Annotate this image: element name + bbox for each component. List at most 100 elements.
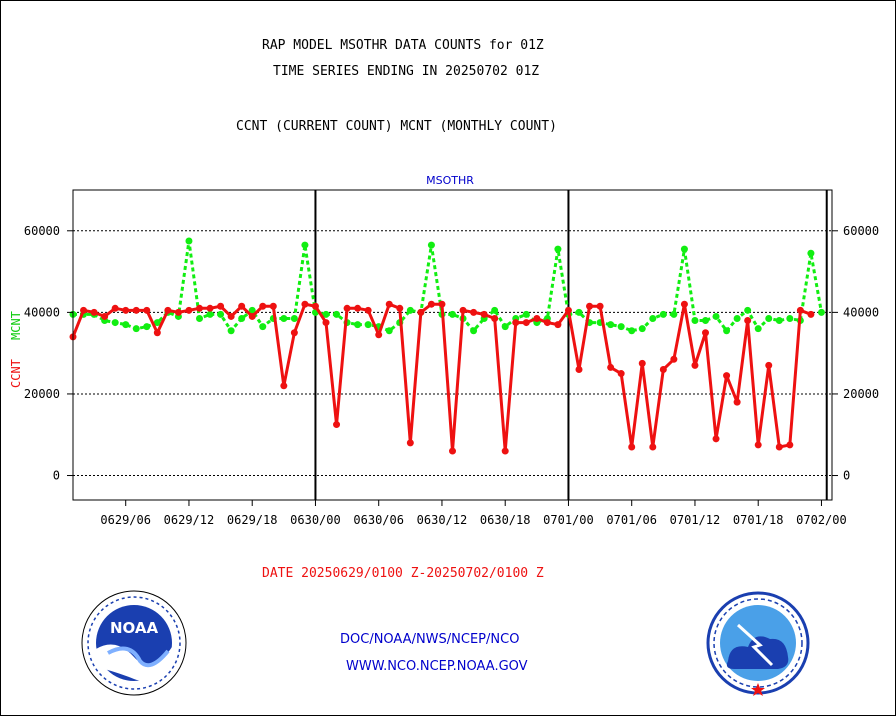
chart-subtitle: CCNT (CURRENT COUNT) MCNT (MONTHLY COUNT… xyxy=(236,119,557,134)
xtick-label: 0701/12 xyxy=(670,513,721,527)
point-mcnt xyxy=(449,310,456,318)
point-ccnt xyxy=(122,306,130,314)
point-ccnt xyxy=(396,304,404,312)
ytick-label-right: 20000 xyxy=(843,387,879,401)
xtick-label: 0701/00 xyxy=(543,513,594,527)
point-mcnt xyxy=(691,317,699,325)
point-ccnt xyxy=(153,329,161,337)
point-mcnt xyxy=(143,323,151,331)
point-mcnt xyxy=(406,306,414,314)
point-mcnt xyxy=(649,314,657,322)
point-ccnt xyxy=(754,441,762,449)
point-ccnt xyxy=(607,363,615,371)
ytick-label-left: 40000 xyxy=(24,305,60,319)
point-ccnt xyxy=(733,398,741,406)
point-mcnt xyxy=(607,321,615,329)
point-ccnt xyxy=(702,329,709,337)
point-ccnt xyxy=(723,372,731,380)
point-ccnt xyxy=(512,319,520,327)
xtick-label: 0701/06 xyxy=(606,513,657,527)
point-ccnt xyxy=(80,306,88,314)
point-mcnt xyxy=(554,245,562,253)
point-ccnt xyxy=(185,306,193,314)
point-mcnt xyxy=(132,325,140,333)
point-mcnt xyxy=(354,321,362,329)
point-mcnt xyxy=(775,317,783,325)
chart-title-line2: TIME SERIES ENDING IN 20250702 01Z xyxy=(273,64,540,79)
point-mcnt xyxy=(501,323,509,331)
point-ccnt xyxy=(564,306,572,314)
date-range: DATE 20250629/0100 Z-20250702/0100 Z xyxy=(262,566,544,581)
point-mcnt xyxy=(290,314,298,322)
point-ccnt xyxy=(554,321,562,329)
ccnt-series xyxy=(69,300,815,455)
point-ccnt xyxy=(459,306,467,314)
point-ccnt xyxy=(522,319,530,327)
ylabel-ccnt: CCNT xyxy=(9,359,23,388)
point-mcnt xyxy=(638,325,646,333)
ylabel-mcnt: MCNT xyxy=(9,311,23,340)
point-mcnt xyxy=(238,314,246,322)
point-mcnt xyxy=(217,310,225,318)
point-mcnt xyxy=(206,310,214,318)
point-ccnt xyxy=(691,361,699,369)
point-ccnt xyxy=(659,365,667,373)
point-ccnt xyxy=(775,443,783,451)
point-ccnt xyxy=(596,302,604,310)
point-mcnt xyxy=(628,327,636,335)
national-weather-service-logo xyxy=(706,591,810,696)
point-ccnt xyxy=(438,300,446,308)
point-ccnt xyxy=(217,302,225,310)
point-ccnt xyxy=(807,310,815,318)
point-ccnt xyxy=(406,439,414,447)
point-mcnt xyxy=(712,312,720,320)
point-mcnt xyxy=(427,241,435,249)
point-mcnt xyxy=(364,321,372,329)
plot-title: MSOTHR xyxy=(426,174,474,187)
svg-text:NOAA: NOAA xyxy=(110,619,159,637)
mcnt-series xyxy=(69,237,825,335)
point-mcnt xyxy=(702,317,709,325)
point-mcnt xyxy=(259,323,267,331)
point-ccnt xyxy=(628,443,636,451)
point-ccnt xyxy=(649,443,657,451)
point-ccnt xyxy=(533,314,541,322)
point-mcnt xyxy=(723,327,731,335)
point-mcnt xyxy=(153,319,161,327)
point-mcnt xyxy=(185,237,193,245)
point-ccnt xyxy=(796,306,804,314)
point-mcnt xyxy=(248,306,256,314)
point-ccnt xyxy=(375,331,383,339)
point-mcnt xyxy=(744,306,752,314)
point-mcnt xyxy=(754,325,762,333)
point-ccnt xyxy=(206,304,214,312)
xtick-label: 0630/12 xyxy=(417,513,468,527)
point-ccnt xyxy=(164,306,172,314)
point-ccnt xyxy=(333,421,341,429)
ytick-label-left: 0 xyxy=(53,469,60,483)
point-mcnt xyxy=(385,327,393,335)
series-line-ccnt xyxy=(71,302,812,453)
point-ccnt xyxy=(227,312,235,320)
point-mcnt xyxy=(733,314,741,322)
point-mcnt xyxy=(111,319,119,327)
chart-title-line1: RAP MODEL MSOTHR DATA COUNTS for 01Z xyxy=(262,38,544,53)
point-ccnt xyxy=(427,300,435,308)
point-mcnt xyxy=(617,323,625,331)
point-ccnt xyxy=(132,306,140,314)
point-ccnt xyxy=(311,302,319,310)
point-mcnt xyxy=(817,308,825,316)
point-ccnt xyxy=(543,319,551,327)
footer-url[interactable]: WWW.NCO.NCEP.NOAA.GOV xyxy=(346,659,528,674)
point-ccnt xyxy=(143,306,151,314)
point-mcnt xyxy=(196,314,203,322)
ytick-label-right: 0 xyxy=(843,469,850,483)
point-ccnt xyxy=(301,300,309,308)
point-ccnt xyxy=(744,317,752,325)
point-mcnt xyxy=(786,314,794,322)
point-ccnt xyxy=(354,304,362,312)
point-ccnt xyxy=(111,304,119,312)
footer-org: DOC/NOAA/NWS/NCEP/NCO xyxy=(340,632,520,647)
point-ccnt xyxy=(101,312,109,320)
plot-border xyxy=(72,189,833,501)
